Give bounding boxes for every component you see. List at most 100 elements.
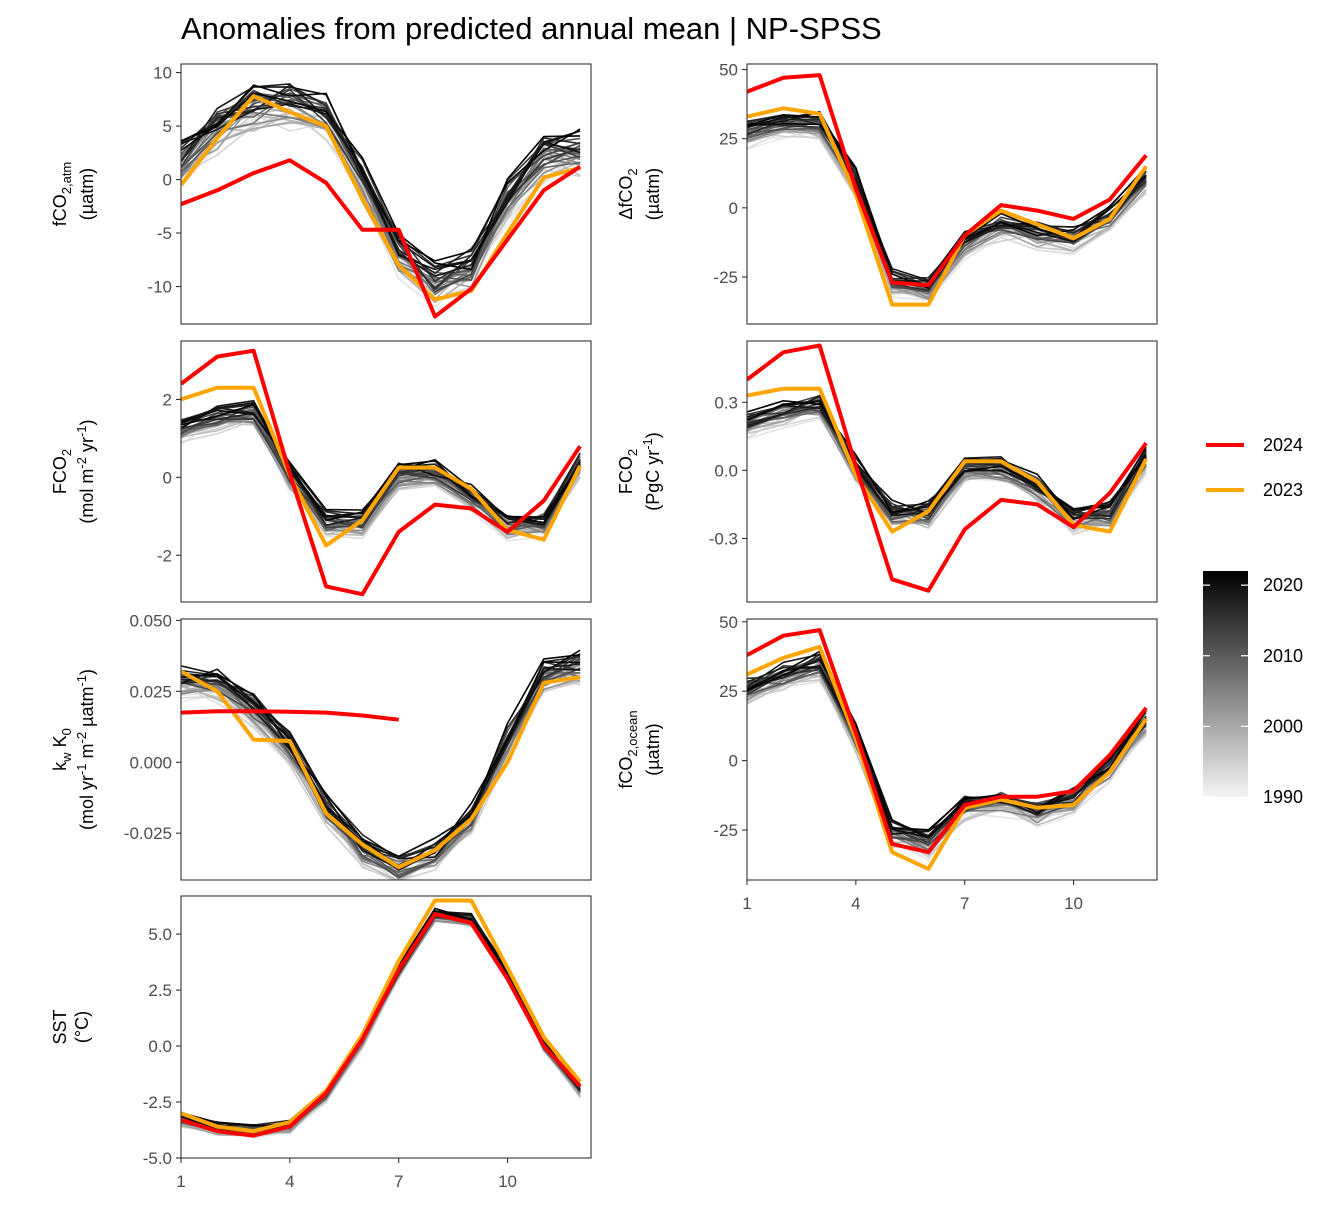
y-tick-label: 25 xyxy=(719,682,738,701)
plot-area xyxy=(181,649,581,880)
grey-year-line xyxy=(747,408,1147,530)
colorbar xyxy=(1203,571,1248,797)
grey-year-line xyxy=(181,914,581,1133)
y-tick-label: -25 xyxy=(713,821,738,840)
grey-year-line xyxy=(181,653,581,869)
colorbar-label: 1990 xyxy=(1263,787,1303,807)
x-tick-label: 1 xyxy=(176,1172,185,1191)
grey-year-line xyxy=(747,400,1147,515)
grey-year-line xyxy=(747,411,1147,520)
grey-year-line xyxy=(181,665,581,860)
series-line-2023 xyxy=(181,94,581,302)
grey-year-line xyxy=(181,916,581,1134)
y-tick-label: 0.0 xyxy=(148,1037,172,1056)
series-line-2023 xyxy=(747,386,1148,534)
legend-label-2024: 2024 xyxy=(1263,435,1303,455)
grey-year-line xyxy=(181,915,581,1137)
plot-area xyxy=(181,83,582,319)
x-tick-label: 4 xyxy=(851,894,860,913)
series-line-2023 xyxy=(747,644,1148,871)
y-tick-label: 2.5 xyxy=(148,981,172,1000)
grey-year-line xyxy=(181,86,581,271)
grey-year-line xyxy=(747,656,1147,844)
grey-year-line xyxy=(181,916,581,1133)
panel-frame xyxy=(180,63,592,325)
grey-year-line xyxy=(747,658,1147,831)
series-line-2024 xyxy=(181,348,582,597)
grey-year-line xyxy=(181,919,581,1135)
grey-year-line xyxy=(181,918,581,1137)
y-tick-label: 0 xyxy=(163,171,172,190)
grey-year-line xyxy=(181,413,581,534)
y-tick-label: 0 xyxy=(729,199,738,218)
y-tick-label: -5 xyxy=(157,224,172,243)
series-line-2023 xyxy=(181,898,582,1134)
grey-year-line xyxy=(181,913,581,1131)
grey-year-line xyxy=(181,913,581,1137)
y-tick-label: 5.0 xyxy=(148,925,172,944)
grey-year-line xyxy=(181,917,581,1133)
y-axis-label: kw K0(mol yr-1 m-2 µatm-1) xyxy=(50,669,97,830)
grey-year-line xyxy=(747,666,1147,837)
grey-year-line xyxy=(181,101,581,283)
y-tick-label: 0 xyxy=(163,468,172,487)
colorbar-label: 2010 xyxy=(1263,646,1303,666)
series-line-2024 xyxy=(747,628,1148,855)
grey-year-line xyxy=(181,416,581,532)
colorbar-label: 2000 xyxy=(1263,716,1303,736)
grey-year-line xyxy=(181,913,581,1129)
x-tick-label: 7 xyxy=(960,894,969,913)
y-tick-label: 0.025 xyxy=(129,682,172,701)
grey-year-line xyxy=(181,412,581,534)
grey-year-line xyxy=(181,911,581,1133)
y-tick-label: 5 xyxy=(163,117,172,136)
y-axis-label: fCO2,ocean (µatm) xyxy=(616,710,663,788)
grey-year-line xyxy=(181,915,581,1134)
grey-year-line xyxy=(181,910,581,1132)
grey-year-line xyxy=(181,910,581,1127)
grey-year-line xyxy=(181,403,581,524)
grey-year-line xyxy=(181,916,581,1139)
y-tick-label: -2.5 xyxy=(143,1093,172,1112)
y-tick-label: 0.050 xyxy=(129,611,172,630)
grey-year-line xyxy=(181,917,581,1132)
y-tick-label: -0.3 xyxy=(709,529,738,548)
legend-label-2023: 2023 xyxy=(1263,480,1303,500)
panel-delta-fco2: 50 25 0 -25 ΔfCO2 (µatm) xyxy=(616,61,1158,325)
x-tick-label: 10 xyxy=(498,1172,517,1191)
grey-year-line xyxy=(181,917,581,1137)
grey-year-line xyxy=(747,674,1147,841)
grey-year-line xyxy=(181,103,581,269)
y-tick-label: 0 xyxy=(729,752,738,771)
panel-fco2-flux: 2 0 -2 FCO2(mol m-2 yr-1) xyxy=(50,340,592,603)
y-tick-label: -2 xyxy=(157,546,172,565)
y-tick-label: -0.025 xyxy=(124,824,172,843)
y-axis-label: FCO2(mol m-2 yr-1) xyxy=(50,419,97,523)
colorbar-label: 2020 xyxy=(1263,575,1303,595)
y-axis-label: ΔfCO2 (µatm) xyxy=(616,168,663,220)
y-tick-label: 50 xyxy=(719,61,738,80)
series-line-2023 xyxy=(181,669,581,870)
grey-year-line xyxy=(181,653,581,858)
grey-year-line xyxy=(747,399,1147,521)
grey-year-line xyxy=(181,913,581,1128)
y-tick-label: 0.3 xyxy=(714,393,738,412)
grey-year-line xyxy=(181,907,581,1132)
y-tick-label: 25 xyxy=(719,130,738,149)
y-tick-label: 0.0 xyxy=(714,461,738,480)
y-axis-label: fCO2,atm (µatm) xyxy=(50,162,97,227)
panel-fco2-atm: 10 5 0 -5 -10 fCO2,atm (µatm) xyxy=(50,63,592,325)
grey-year-line xyxy=(181,649,581,870)
grey-year-line xyxy=(747,665,1147,839)
panel-sst: 5.0 2.5 0.0 -2.5 -5.01 4 7 10 SST (°C) xyxy=(50,895,592,1191)
grey-year-line xyxy=(181,912,581,1126)
grey-year-line xyxy=(181,920,581,1132)
grey-year-line xyxy=(747,659,1147,837)
grey-year-line xyxy=(181,920,581,1137)
grey-year-line xyxy=(181,665,581,863)
x-tick-label: 1 xyxy=(742,894,751,913)
series-line-2024 xyxy=(181,158,582,319)
plot-area xyxy=(181,348,582,597)
y-axis-label: FCO2 (PgC yr-1) xyxy=(616,432,663,511)
